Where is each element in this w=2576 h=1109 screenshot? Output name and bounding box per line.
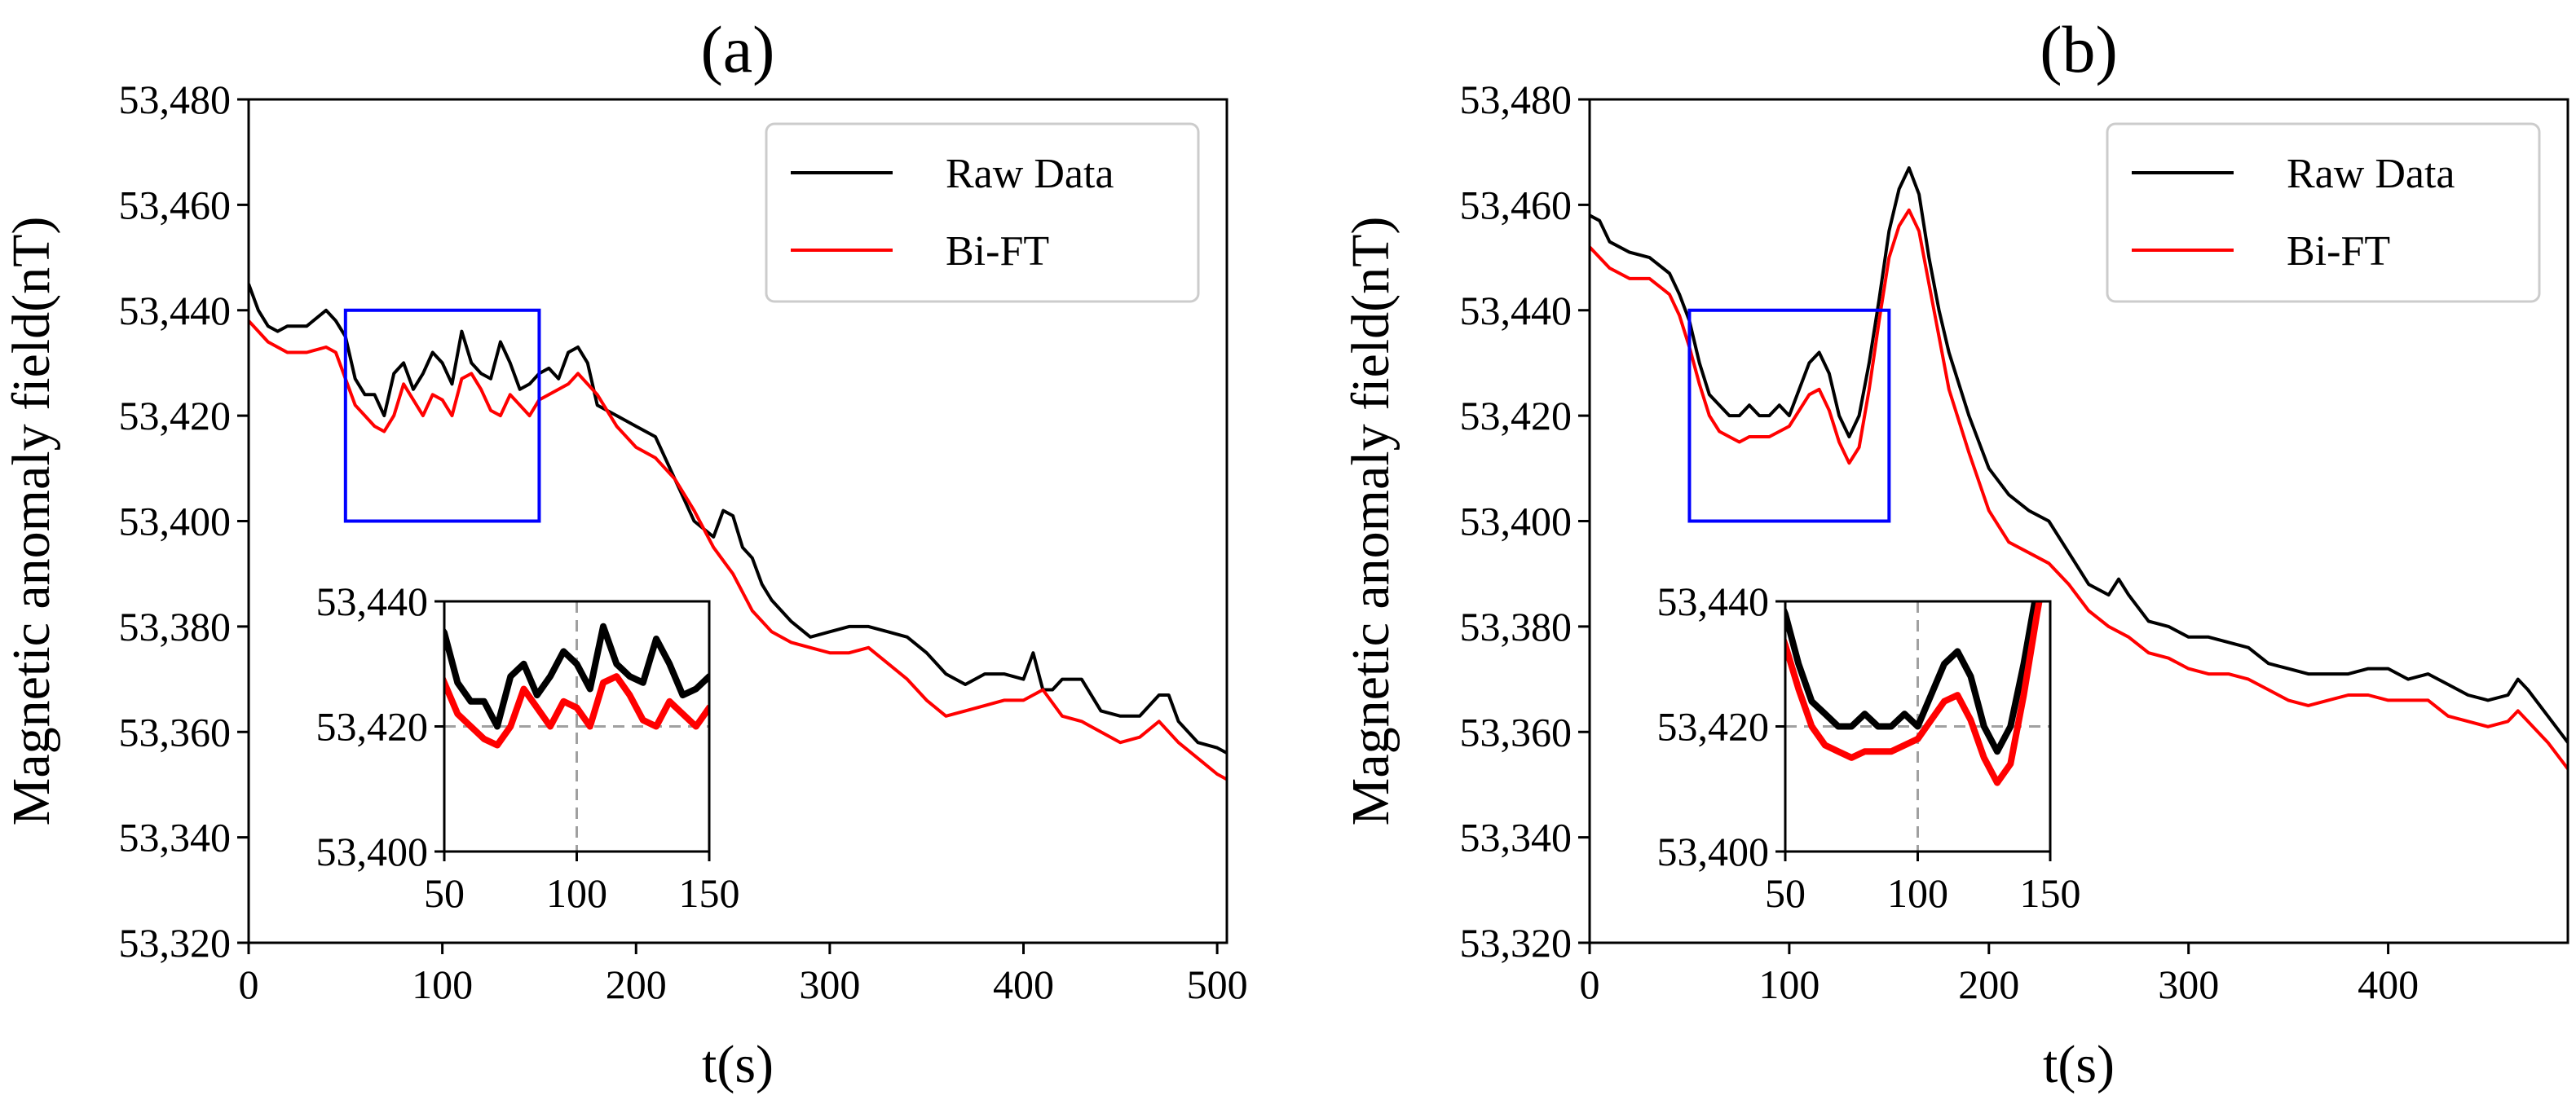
x-tick-label: 500 — [1187, 962, 1248, 1007]
inset-x-tick-label: 50 — [424, 870, 465, 916]
x-axis-label: t(s) — [702, 1035, 774, 1094]
y-axis-label: Magnetic anomaly field(nT) — [1341, 217, 1400, 826]
y-tick-label: 53,380 — [119, 604, 232, 649]
x-tick-label: 300 — [799, 962, 860, 1007]
y-tick-label: 53,480 — [119, 77, 232, 122]
y-tick-label: 53,440 — [119, 288, 232, 333]
inset-y-tick-label: 53,440 — [1657, 579, 1770, 624]
x-tick-label: 400 — [993, 962, 1054, 1007]
inset-y-tick-label: 53,420 — [316, 704, 429, 750]
x-tick-label: 100 — [1758, 962, 1820, 1007]
y-tick-label: 53,420 — [119, 393, 232, 438]
inset-y-tick-label: 53,440 — [316, 579, 429, 624]
y-tick-label: 53,480 — [1460, 77, 1573, 122]
x-tick-label: 400 — [2358, 962, 2419, 1007]
inset-y-tick-label: 53,400 — [1657, 829, 1770, 874]
legend-label: Raw Data — [946, 151, 1114, 197]
x-tick-label: 200 — [1958, 962, 2019, 1007]
y-tick-label: 53,460 — [1460, 182, 1573, 227]
legend-label: Raw Data — [2287, 151, 2455, 197]
y-tick-label: 53,380 — [1460, 604, 1573, 649]
inset-x-tick-label: 50 — [1765, 870, 1806, 916]
y-tick-label: 53,340 — [1460, 815, 1573, 860]
legend: Raw Data Bi-FT — [2107, 124, 2539, 301]
y-axis-label: Magnetic anomaly field(nT) — [2, 217, 61, 826]
y-tick-label: 53,320 — [119, 920, 232, 966]
inset-x-tick-label: 150 — [679, 870, 740, 916]
inset-x-tick-label: 150 — [2020, 870, 2081, 916]
inset-x-tick-label: 100 — [546, 870, 607, 916]
y-tick-label: 53,440 — [1460, 288, 1573, 333]
x-axis-label: t(s) — [2043, 1035, 2115, 1094]
legend-label: Bi-FT — [946, 228, 1049, 275]
y-tick-label: 53,400 — [1460, 499, 1573, 544]
x-tick-label: 100 — [412, 962, 473, 1007]
panel-title: (b) — [2040, 12, 2118, 86]
x-tick-label: 200 — [606, 962, 667, 1007]
y-tick-label: 53,360 — [119, 709, 232, 755]
x-tick-label: 0 — [1580, 962, 1600, 1007]
legend: Raw Data Bi-FT — [766, 124, 1198, 301]
inset-y-tick-label: 53,420 — [1657, 704, 1770, 750]
y-tick-label: 53,340 — [119, 815, 232, 860]
x-tick-label: 300 — [2158, 962, 2219, 1007]
y-tick-label: 53,460 — [119, 182, 232, 227]
y-tick-label: 53,400 — [119, 499, 232, 544]
y-tick-label: 53,320 — [1460, 920, 1573, 966]
x-tick-label: 0 — [239, 962, 259, 1007]
y-tick-label: 53,420 — [1460, 393, 1573, 438]
inset-x-tick-label: 100 — [1887, 870, 1948, 916]
panel-title: (a) — [700, 12, 774, 86]
legend-label: Bi-FT — [2287, 228, 2390, 275]
inset-y-tick-label: 53,400 — [316, 829, 429, 874]
y-tick-label: 53,360 — [1460, 709, 1573, 755]
